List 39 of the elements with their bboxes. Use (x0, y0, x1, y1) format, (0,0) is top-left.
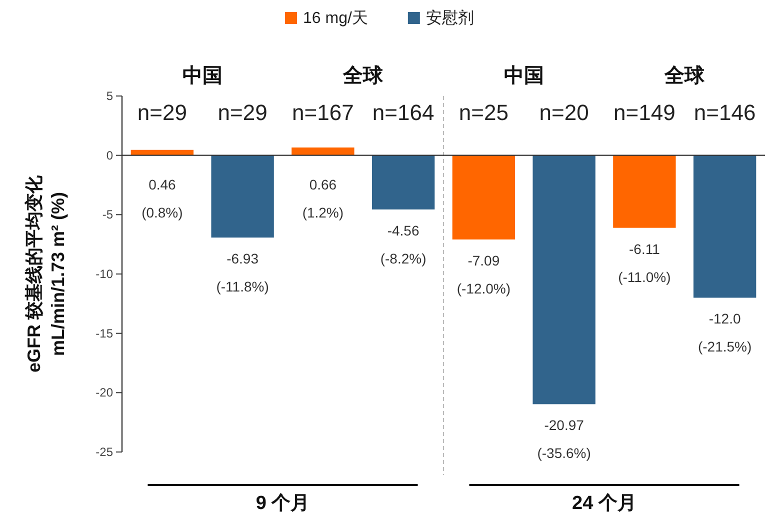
text: 全球 (342, 65, 384, 87)
x-tick-label: n=29 (218, 100, 268, 125)
text: 中国 (504, 65, 544, 87)
bar (693, 155, 756, 298)
legend-label: 16 mg/天 (303, 10, 368, 27)
bar (452, 155, 516, 240)
x-tick-label: n=164 (372, 100, 434, 125)
x-tick-label: n=146 (694, 100, 756, 125)
y-tick-label: -5 (102, 208, 114, 222)
y-tick-label: -10 (96, 267, 114, 281)
bar (532, 155, 596, 404)
y-tick-label: -20 (96, 386, 114, 400)
data-label: -6.93 (-11.8%) (216, 250, 269, 295)
text: 9 个月 (256, 493, 310, 514)
bar (292, 148, 354, 156)
x-tick-label: n=149 (614, 100, 676, 125)
y-tick-label: -25 (96, 445, 114, 459)
data-label: -12.0 (-21.5%) (698, 310, 752, 355)
text: 24 个月 (572, 493, 636, 514)
data-label: 0.66 (1.2%) (302, 176, 344, 220)
y-tick-label: 5 (106, 89, 114, 103)
data-label: 0.46 (0.8%) (142, 176, 183, 220)
x-tick-label: n=167 (292, 100, 354, 125)
bar (211, 155, 274, 238)
x-tick-label: n=29 (137, 100, 187, 125)
x-tick-label: n=25 (458, 100, 508, 125)
data-label: -7.09 (-12.0%) (456, 252, 511, 296)
x-tick-label: n=20 (539, 100, 589, 125)
data-label: -6.11 (-11.0%) (618, 240, 671, 285)
data-label: -20.97 (-35.6%) (537, 417, 591, 462)
y-tick-label: 0 (106, 148, 114, 162)
data-label: -4.56 (-8.2%) (380, 222, 426, 266)
legend-label: 安慰剂 (426, 9, 474, 27)
text: 全球 (664, 65, 706, 87)
bar (372, 155, 435, 210)
y-tick-label: -15 (96, 326, 114, 340)
text: 中国 (182, 65, 222, 87)
y-axis-title: eGFR 较基线的平均变化 mL/min/1.73 m² (%) (24, 174, 68, 373)
bar (613, 155, 676, 228)
